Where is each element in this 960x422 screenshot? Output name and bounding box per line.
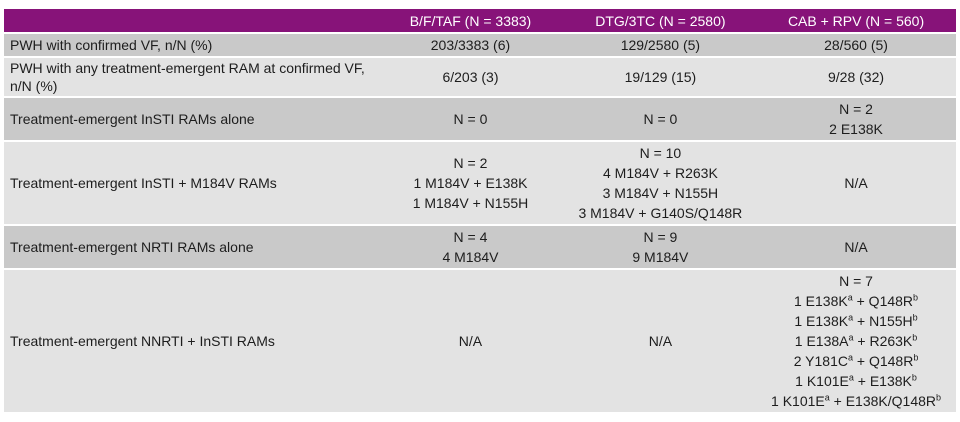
row-label: Treatment-emergent NRTI RAMs alone bbox=[10, 239, 254, 255]
superscript-marker: a bbox=[848, 312, 854, 323]
cell-line: 9/28 (32) bbox=[828, 69, 885, 85]
table-cell: 6/203 (3) bbox=[376, 57, 564, 97]
table-cell: N = 0 bbox=[376, 97, 564, 141]
superscript-marker: b bbox=[913, 352, 919, 363]
cell-line: 19/129 (15) bbox=[624, 69, 697, 85]
superscript-marker: a bbox=[847, 292, 853, 303]
column-header: DTG/3TC (N = 2580) bbox=[564, 9, 757, 33]
table-cell: N = 2 1 M184V + E138K 1 M184V + N155H bbox=[376, 141, 564, 225]
cell-line: 4 M184V + R263K bbox=[602, 165, 718, 181]
row-label: Treatment-emergent InSTI RAMs alone bbox=[10, 111, 255, 127]
cell-line: 1 E138Aa + R263Kb bbox=[794, 332, 918, 349]
cell-line: N = 7 bbox=[839, 273, 873, 289]
table-cell: N/A bbox=[376, 269, 564, 412]
cell-line: N/A bbox=[844, 239, 868, 255]
table-cell: N = 4 4 M184V bbox=[376, 225, 564, 269]
table-cell: 9/28 (32) bbox=[756, 57, 956, 97]
cell-line: N = 2 bbox=[453, 155, 488, 171]
cell-line: 203/3383 (6) bbox=[430, 37, 511, 53]
cell-line: N = 9 bbox=[643, 229, 678, 245]
table-cell: 28/560 (5) bbox=[756, 33, 956, 57]
superscript-marker: b bbox=[912, 312, 918, 323]
table-cell: N/A bbox=[756, 141, 956, 225]
cell-line: N = 2 bbox=[839, 101, 873, 117]
table-cell: N/A bbox=[756, 225, 956, 269]
table-cell: N = 2 2 E138K bbox=[756, 97, 956, 141]
superscript-marker: a bbox=[848, 332, 854, 343]
cell-line: 1 E138Ka + N155Hb bbox=[794, 312, 918, 329]
table-row: Treatment-emergent NRTI RAMs alone N = 4 4… bbox=[4, 225, 956, 269]
cell-line: N/A bbox=[844, 175, 868, 191]
table-cell: 203/3383 (6) bbox=[376, 33, 564, 57]
cell-line: N = 4 bbox=[453, 229, 488, 245]
table-cell: N = 7 1 E138Ka + Q148Rb 1 E138Ka + N155Hb 1… bbox=[756, 269, 956, 412]
cell-line: 4 M184V bbox=[442, 249, 499, 265]
row-label: PWH with confirmed VF, n/N (%) bbox=[10, 37, 213, 53]
row-label: Treatment-emergent NNRTI + InSTI RAMs bbox=[10, 333, 275, 349]
cell-line: 129/2580 (5) bbox=[620, 37, 701, 53]
superscript-marker: a bbox=[847, 352, 853, 363]
header-row: B/F/TAF (N = 3383) DTG/3TC (N = 2580) CAB … bbox=[4, 9, 956, 33]
table-row: PWH with any treatment-emergent RAM at c… bbox=[4, 57, 956, 97]
corner-cell bbox=[4, 9, 377, 33]
table-body: PWH with confirmed VF, n/N (%) 203/3383 (… bbox=[4, 33, 956, 412]
cell-line: 1 K101Ea + E138Kb bbox=[795, 372, 917, 389]
table-cell: N/A bbox=[565, 269, 756, 412]
table-cell: N = 10 4 M184V + R263K 3 M184V + N155H 3 M1… bbox=[565, 141, 756, 225]
table-row: PWH with confirmed VF, n/N (%) 203/3383 (… bbox=[4, 33, 956, 57]
table-cell: N = 9 9 M184V bbox=[565, 225, 756, 269]
cell-line: 1 E138Ka + Q148Rb bbox=[793, 292, 919, 309]
cell-line: 2 E138K bbox=[829, 121, 883, 137]
table-cell: 129/2580 (5) bbox=[565, 33, 756, 57]
cell-line: 1 M184V + N155H bbox=[412, 195, 529, 211]
cell-line: N/A bbox=[648, 333, 673, 349]
cell-line: N/A bbox=[458, 333, 483, 349]
column-header: B/F/TAF (N = 3383) bbox=[376, 9, 565, 33]
superscript-marker: b bbox=[911, 372, 917, 383]
table-row: Treatment-emergent InSTI + M184V RAMs N =… bbox=[4, 141, 956, 225]
cell-line: 3 M184V + N155H bbox=[602, 185, 719, 201]
cell-line: 1 K101Ea + E138K/Q148Rb bbox=[771, 392, 942, 409]
cell-line: 6/203 (3) bbox=[442, 69, 499, 85]
cell-line: N = 0 bbox=[643, 111, 678, 127]
superscript-marker: b bbox=[936, 392, 942, 403]
superscript-marker: b bbox=[912, 332, 918, 343]
row-label: PWH with any treatment-emergent RAM at c… bbox=[10, 60, 365, 94]
cell-line: 2 Y181Ca + Q148Rb bbox=[793, 352, 919, 369]
column-header: CAB + RPV (N = 560) bbox=[756, 9, 956, 33]
cell-line: 28/560 (5) bbox=[824, 37, 888, 53]
table-cell: N = 0 bbox=[565, 97, 756, 141]
table-row: Treatment-emergent InSTI RAMs alone N = 0… bbox=[4, 97, 956, 141]
cell-line: 1 M184V + E138K bbox=[413, 175, 528, 191]
cell-line: 9 M184V bbox=[632, 249, 689, 265]
cell-line: 3 M184V + G140S/Q148R bbox=[578, 205, 743, 221]
superscript-marker: a bbox=[824, 392, 830, 403]
table-cell: 19/129 (15) bbox=[565, 57, 756, 97]
cell-line: N = 0 bbox=[453, 111, 488, 127]
table-row: Treatment-emergent NNRTI + InSTI RAMs N/A… bbox=[4, 269, 956, 412]
superscript-marker: a bbox=[848, 372, 854, 383]
table-header: B/F/TAF (N = 3383) DTG/3TC (N = 2580) CAB … bbox=[4, 9, 956, 33]
cell-line: N = 10 bbox=[639, 145, 682, 161]
resistance-table: B/F/TAF (N = 3383) DTG/3TC (N = 2580) CAB … bbox=[4, 9, 956, 412]
superscript-marker: b bbox=[913, 292, 919, 303]
row-label: Treatment-emergent InSTI + M184V RAMs bbox=[10, 175, 277, 191]
